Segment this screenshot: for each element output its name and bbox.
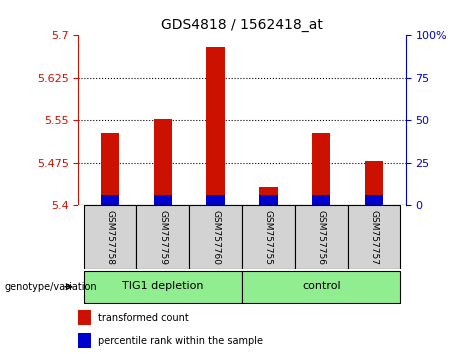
Text: TIG1 depletion: TIG1 depletion [122,281,204,291]
Bar [295,205,348,269]
Bar [365,195,383,205]
Text: genotype/variation: genotype/variation [5,282,97,292]
Text: control: control [302,281,341,291]
Bar [242,205,295,269]
Bar [154,195,172,205]
Bar [101,133,119,205]
Bar [154,119,172,205]
Text: GSM757755: GSM757755 [264,210,273,265]
Bar [207,195,225,205]
Bar [365,161,383,205]
Bar [78,310,91,325]
Bar [189,205,242,269]
Bar [312,133,331,205]
Bar [259,195,278,205]
Title: GDS4818 / 1562418_at: GDS4818 / 1562418_at [161,18,323,32]
Bar [207,47,225,205]
Text: transformed count: transformed count [98,313,189,322]
Bar [78,333,91,348]
Text: GSM757756: GSM757756 [317,210,326,265]
Text: percentile rank within the sample: percentile rank within the sample [98,336,263,346]
Text: GSM757758: GSM757758 [106,210,114,265]
Bar [312,195,331,205]
Bar [242,271,401,303]
Bar [83,205,136,269]
Text: GSM757759: GSM757759 [158,210,167,265]
Text: GSM757757: GSM757757 [370,210,378,265]
Text: GSM757760: GSM757760 [211,210,220,265]
Bar [83,271,242,303]
Bar [348,205,401,269]
Bar [136,205,189,269]
Bar [259,187,278,205]
Bar [101,195,119,205]
